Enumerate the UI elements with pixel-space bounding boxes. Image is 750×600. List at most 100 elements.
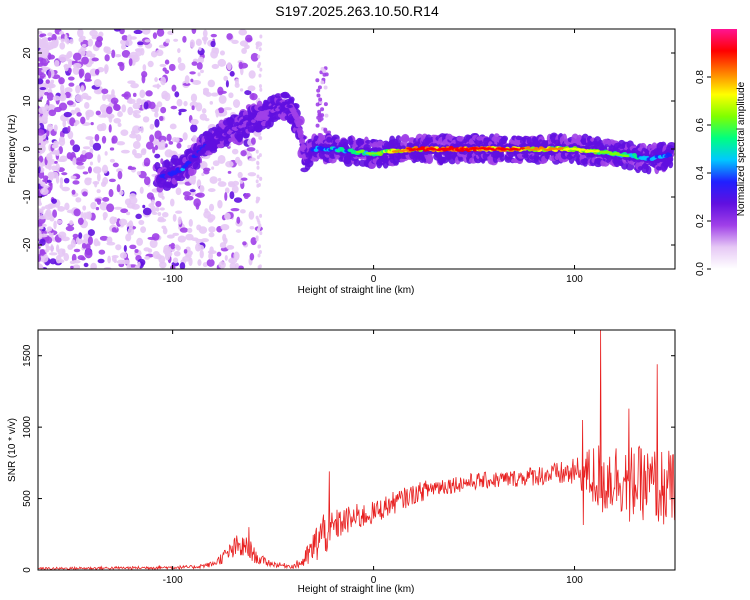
spectrogram-blob [259,136,263,141]
spectrogram-blob [85,50,93,58]
spectrogram-blob [206,258,215,267]
spectrogram-blob [158,115,164,122]
colorbar-tick-label: 0.0 [695,262,706,276]
spectrogram-blob [558,147,565,150]
spectrogram-blob [519,147,526,150]
spectrogram-blob [53,124,58,132]
spectrogram-blob [220,223,230,231]
spectrogram-blob [241,123,247,128]
spectrogram-blob [196,62,203,70]
snr-x-label: Height of straight line (km) [298,584,415,595]
spectrogram-blob [317,109,322,114]
spectrogram-blob [51,144,59,149]
spectrogram-blob [61,172,68,176]
spectrogram-blob [224,212,231,221]
spectrogram-blob [237,265,244,269]
spectrogram-blob [44,104,49,109]
spectrogram-blob [222,233,227,242]
spectrogram-blob [91,57,99,62]
spectrogram-blob [126,34,133,42]
spectrogram-blob [136,171,141,176]
spectrogram-blob [154,111,159,118]
spectrogram-blob [126,262,132,269]
spectrogram-blob [157,211,162,216]
spectrogram-x-tick-label: -100 [163,274,183,285]
spectrogram-blob [209,176,218,184]
spectrogram-blob [259,34,263,39]
spectrogram-blob [51,198,57,204]
spectrogram-blob [38,39,41,49]
spectrogram-blob [174,244,180,249]
spectrogram-blob [167,30,174,35]
spectrogram-blob [238,61,244,70]
spectrogram-blob [94,68,100,76]
spectrogram-blob [123,245,127,252]
spectrogram-blob [111,227,117,233]
spectrogram-blob [161,225,167,230]
spectrogram-blob [108,189,114,198]
spectrogram-blob [490,148,497,151]
spectrogram-blob [173,38,179,42]
spectrogram-blob [256,174,260,179]
spectrogram-blob [72,52,82,61]
spectrogram-blob [258,153,262,158]
spectrogram-blob [164,69,170,74]
spectrogram-blob [179,262,186,269]
spectrogram-blob [147,60,154,68]
spectrogram-blob [218,261,226,269]
snr-series-line [38,330,675,570]
spectrogram-blob [246,37,253,42]
spectrogram-blob [93,88,103,95]
spectrogram-blob [38,202,43,206]
spectrogram-blob [64,202,70,211]
spectrogram-blob [353,158,361,167]
spectrogram-blob [61,236,70,242]
spectrogram-blob [127,227,135,236]
spectrogram-x-tick-label: 100 [566,274,583,285]
spectrogram-blob [292,112,298,117]
spectrogram-blob [82,191,88,197]
spectrogram-blob [120,129,129,137]
spectrogram-blob [73,122,78,127]
spectrogram-blob [113,206,123,210]
spectrogram-blob [514,148,521,151]
spectrogram-blob [57,205,66,212]
spectrogram-blob [538,147,545,150]
spectrogram-blob [162,247,172,255]
spectrogram-blob [154,77,158,82]
spectrogram-blob [144,256,150,260]
spectrogram-blob [73,248,81,253]
spectrogram-blob [54,106,62,113]
spectrogram-blob [202,87,210,92]
spectrogram-blob [128,97,133,104]
spectrogram-blob [109,147,115,151]
spectrogram-blob [39,226,44,230]
spectrogram-blob [128,196,138,205]
spectrogram-blob [69,260,76,265]
spectrogram-blob [121,104,127,113]
spectrogram-blob [375,152,382,155]
spectrogram-blob [60,84,65,93]
spectrogram-blob [105,50,112,55]
spectrogram-blob [211,63,220,70]
spectrogram-blob [38,30,43,35]
spectrogram-blob [143,247,151,252]
spectrogram-blob [210,92,219,97]
spectrogram-blob [174,91,180,98]
spectrogram-blob [69,139,75,146]
spectrogram-blob [103,266,112,269]
spectrogram-x-ticks: -100 0 100 [163,29,583,285]
spectrogram-blob [258,73,262,78]
spectrogram-blob [215,109,220,118]
spectrogram-blob [46,123,54,132]
spectrogram-blob [97,258,105,264]
spectrogram-blob [89,29,98,37]
spectrogram-blob [188,219,193,227]
spectrogram-blob [95,110,101,116]
spectrogram-blob [85,136,94,140]
spectrogram-blob [141,74,146,84]
spectrogram-blob [198,244,205,251]
spectrogram-blob [320,80,325,85]
